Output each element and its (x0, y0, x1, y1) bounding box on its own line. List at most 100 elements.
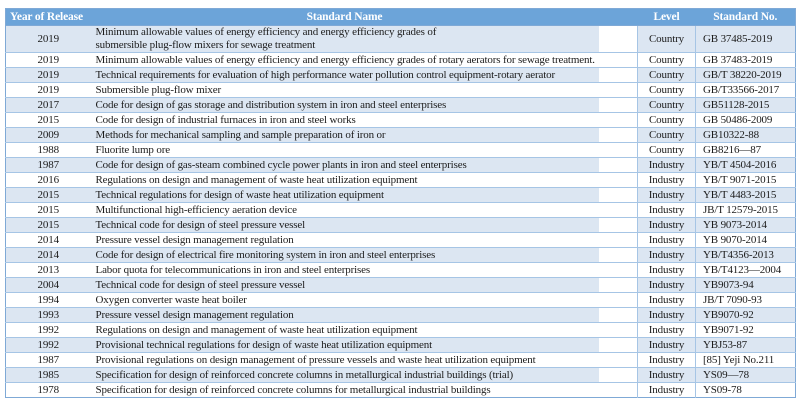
table-row: 1994 Oxygen converter waste heat boiler … (5, 292, 796, 308)
table-row: 1985 Specification for design of reinfor… (5, 367, 796, 383)
standard-no-cell: GB 50486-2009 (695, 112, 796, 128)
column-header-level: Level (637, 8, 696, 26)
table-row: 2014 Pressure vessel design management r… (5, 232, 796, 248)
spacer-cell (598, 277, 638, 293)
table-row: 2009 Methods for mechanical sampling and… (5, 127, 796, 143)
table-row: 2015 Code for design of industrial furna… (5, 112, 796, 128)
year-cell: 2019 (5, 52, 91, 68)
standard-no-cell: JB/T 12579-2015 (695, 202, 796, 218)
year-cell: 2009 (5, 127, 91, 143)
level-cell: Industry (637, 292, 696, 308)
spacer-cell (598, 187, 638, 203)
standard-name-cell: Regulations on design and management of … (90, 322, 599, 338)
standard-name-cell: Provisional regulations on design manage… (90, 352, 599, 368)
level-cell: Industry (637, 307, 696, 323)
standard-no-cell: YB/T 4504-2016 (695, 157, 796, 173)
column-header-standard-name: Standard Name (90, 8, 599, 26)
standard-no-cell: GB8216—87 (695, 142, 796, 158)
standard-no-cell: YB9073-94 (695, 277, 796, 293)
spacer-cell (598, 82, 638, 98)
level-cell: Country (637, 52, 696, 68)
standard-no-cell: YB/T4356-2013 (695, 247, 796, 263)
year-cell: 2015 (5, 217, 91, 233)
standard-name-cell: Code for design of industrial furnaces i… (90, 112, 599, 128)
year-cell: 1988 (5, 142, 91, 158)
standard-no-cell: GB 37483-2019 (695, 52, 796, 68)
standards-table: Year of Release Standard Name Level Stan… (5, 8, 796, 398)
standard-name-cell: Code for design of gas-steam combined cy… (90, 157, 599, 173)
level-cell: Industry (637, 157, 696, 173)
standard-name-cell: Code for design of gas storage and distr… (90, 97, 599, 113)
standard-no-cell: GB/T 38220-2019 (695, 67, 796, 83)
standard-no-cell: GB10322-88 (695, 127, 796, 143)
year-cell: 1985 (5, 367, 91, 383)
standard-name-cell: Regulations on design and management of … (90, 172, 599, 188)
level-cell: Industry (637, 382, 696, 398)
year-cell: 2014 (5, 247, 91, 263)
level-cell: Industry (637, 337, 696, 353)
spacer-cell (598, 382, 638, 398)
standard-name-cell: Oxygen converter waste heat boiler (90, 292, 599, 308)
level-cell: Industry (637, 367, 696, 383)
year-cell: 1994 (5, 292, 91, 308)
spacer-cell (598, 337, 638, 353)
year-cell: 2013 (5, 262, 91, 278)
table-row: 2015 Multifunctional high-efficiency aer… (5, 202, 796, 218)
table-row: 2019 Submersible plug-flow mixer Country… (5, 82, 796, 98)
year-cell: 2004 (5, 277, 91, 293)
year-cell: 2015 (5, 187, 91, 203)
year-cell: 1992 (5, 337, 91, 353)
spacer-cell (598, 25, 638, 53)
standard-no-cell: GB51128-2015 (695, 97, 796, 113)
spacer-cell (598, 127, 638, 143)
spacer-cell (598, 157, 638, 173)
standard-name-cell: Pressure vessel design management regula… (90, 232, 599, 248)
standard-no-cell: YB/T4123—2004 (695, 262, 796, 278)
year-cell: 2019 (5, 25, 91, 53)
standard-no-cell: JB/T 7090-93 (695, 292, 796, 308)
standard-name-cell: Technical code for design of steel press… (90, 217, 599, 233)
standard-name-cell: Specification for design of reinforced c… (90, 367, 599, 383)
header-spacer (598, 8, 638, 26)
standard-name-cell: Labor quota for telecommunications in ir… (90, 262, 599, 278)
spacer-cell (598, 52, 638, 68)
spacer-cell (598, 247, 638, 263)
year-cell: 1993 (5, 307, 91, 323)
level-cell: Industry (637, 352, 696, 368)
level-cell: Country (637, 82, 696, 98)
spacer-cell (598, 172, 638, 188)
spacer-cell (598, 352, 638, 368)
year-cell: 2017 (5, 97, 91, 113)
standard-name-cell: Pressure vessel design management regula… (90, 307, 599, 323)
level-cell: Industry (637, 277, 696, 293)
year-cell: 1992 (5, 322, 91, 338)
standard-name-cell: Technical requirements for evaluation of… (90, 67, 599, 83)
standard-name-cell: Multifunctional high-efficiency aeration… (90, 202, 599, 218)
table-row: 2004 Technical code for design of steel … (5, 277, 796, 293)
level-cell: Industry (637, 247, 696, 263)
level-cell: Industry (637, 217, 696, 233)
level-cell: Country (637, 97, 696, 113)
column-header-year: Year of Release (5, 8, 91, 26)
standard-name-cell: Provisional technical regulations for de… (90, 337, 599, 353)
spacer-cell (598, 307, 638, 323)
spacer-cell (598, 232, 638, 248)
spacer-cell (598, 112, 638, 128)
table-row: 1993 Pressure vessel design management r… (5, 307, 796, 323)
table-row: 1978 Specification for design of reinfor… (5, 382, 796, 398)
year-cell: 2015 (5, 112, 91, 128)
standard-no-cell: GB/T33566-2017 (695, 82, 796, 98)
table-row: 2019 Technical requirements for evaluati… (5, 67, 796, 83)
standard-no-cell: YB9071-92 (695, 322, 796, 338)
table-row: 2015 Technical regulations for design of… (5, 187, 796, 203)
standard-no-cell: GB 37485-2019 (695, 25, 796, 53)
spacer-cell (598, 217, 638, 233)
table-row: 2019 Minimum allowable values of energy … (5, 25, 796, 53)
spacer-cell (598, 202, 638, 218)
year-cell: 2019 (5, 82, 91, 98)
table-row: 1992 Regulations on design and managemen… (5, 322, 796, 338)
standard-no-cell: YB9070-92 (695, 307, 796, 323)
table-row: 2013 Labor quota for telecommunications … (5, 262, 796, 278)
year-cell: 2014 (5, 232, 91, 248)
